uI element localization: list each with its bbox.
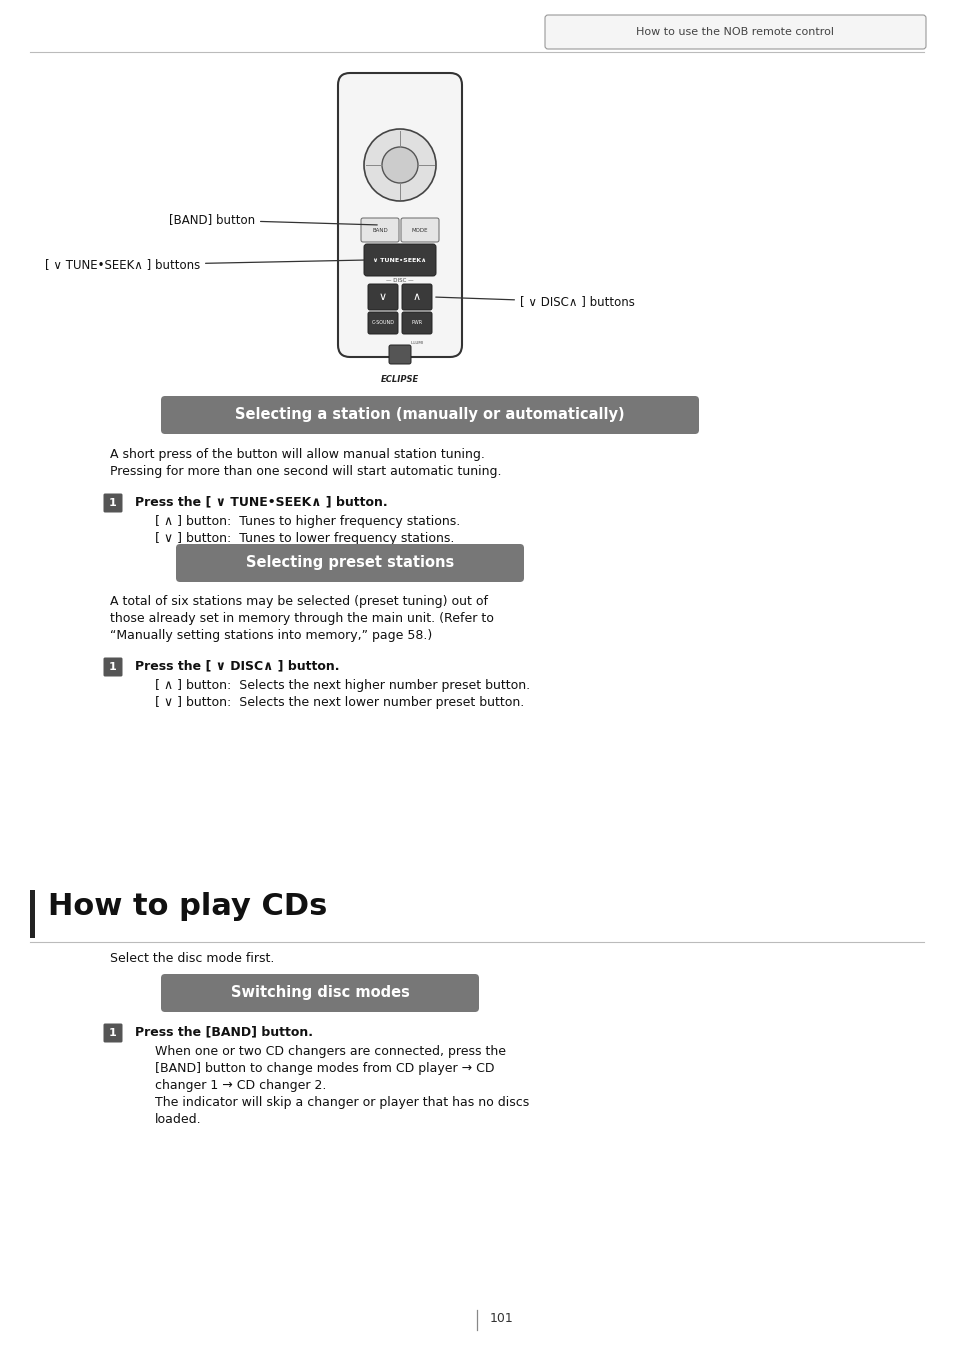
FancyBboxPatch shape	[401, 285, 432, 310]
FancyBboxPatch shape	[389, 346, 411, 364]
Text: “Manually setting stations into memory,” page 58.): “Manually setting stations into memory,”…	[110, 629, 432, 642]
Text: [ ∧ ] button:  Selects the next higher number preset button.: [ ∧ ] button: Selects the next higher nu…	[154, 679, 530, 692]
FancyBboxPatch shape	[161, 974, 478, 1012]
FancyBboxPatch shape	[368, 285, 397, 310]
Circle shape	[364, 129, 436, 201]
Text: How to use the NOB remote control: How to use the NOB remote control	[636, 27, 834, 37]
Text: loaded.: loaded.	[154, 1112, 201, 1126]
FancyBboxPatch shape	[401, 312, 432, 333]
Text: Selecting preset stations: Selecting preset stations	[246, 556, 454, 570]
Text: A total of six stations may be selected (preset tuning) out of: A total of six stations may be selected …	[110, 595, 488, 608]
Text: ∧: ∧	[413, 291, 420, 302]
Text: BAND: BAND	[372, 228, 388, 233]
FancyBboxPatch shape	[175, 543, 523, 583]
Text: Press the [ ∨ DISC∧ ] button.: Press the [ ∨ DISC∧ ] button.	[135, 659, 339, 672]
Text: ILLUMI: ILLUMI	[410, 341, 423, 346]
Text: ∨: ∨	[378, 291, 387, 302]
Text: Press the [ ∨ TUNE•SEEK∧ ] button.: Press the [ ∨ TUNE•SEEK∧ ] button.	[135, 495, 387, 508]
Text: [ ∨ TUNE•SEEK∧ ] buttons: [ ∨ TUNE•SEEK∧ ] buttons	[45, 259, 364, 271]
Text: C-SOUND: C-SOUND	[371, 321, 395, 325]
FancyBboxPatch shape	[337, 73, 461, 356]
Circle shape	[381, 146, 417, 183]
Text: [BAND] button: [BAND] button	[169, 214, 376, 226]
Text: When one or two CD changers are connected, press the: When one or two CD changers are connecte…	[154, 1045, 505, 1058]
Text: How to play CDs: How to play CDs	[48, 892, 327, 921]
Text: changer 1 → CD changer 2.: changer 1 → CD changer 2.	[154, 1079, 326, 1092]
Text: those already set in memory through the main unit. (Refer to: those already set in memory through the …	[110, 612, 494, 625]
Text: — DISC —: — DISC —	[386, 279, 414, 283]
Text: [ ∧ ] button:  Tunes to higher frequency stations.: [ ∧ ] button: Tunes to higher frequency …	[154, 515, 459, 528]
Text: The indicator will skip a changer or player that has no discs: The indicator will skip a changer or pla…	[154, 1096, 529, 1108]
Text: [ ∨ DISC∧ ] buttons: [ ∨ DISC∧ ] buttons	[436, 295, 634, 309]
FancyBboxPatch shape	[368, 312, 397, 333]
Bar	[30, 890, 35, 938]
Text: ECLIPSE: ECLIPSE	[380, 375, 418, 385]
Text: A short press of the button will allow manual station tuning.: A short press of the button will allow m…	[110, 449, 484, 461]
Text: 1: 1	[109, 663, 117, 672]
Text: [ ∨ ] button:  Tunes to lower frequency stations.: [ ∨ ] button: Tunes to lower frequency s…	[154, 533, 454, 545]
Text: Pressing for more than one second will start automatic tuning.: Pressing for more than one second will s…	[110, 465, 501, 478]
FancyBboxPatch shape	[544, 15, 925, 49]
Text: 1: 1	[109, 1028, 117, 1038]
FancyBboxPatch shape	[400, 218, 438, 243]
FancyBboxPatch shape	[161, 396, 699, 434]
FancyBboxPatch shape	[103, 1023, 122, 1042]
Text: 101: 101	[490, 1312, 514, 1324]
Text: Press the [BAND] button.: Press the [BAND] button.	[135, 1024, 313, 1038]
Text: Switching disc modes: Switching disc modes	[231, 985, 409, 1000]
Text: MODE: MODE	[412, 228, 428, 233]
Text: 1: 1	[109, 499, 117, 508]
FancyBboxPatch shape	[103, 493, 122, 512]
Text: Selecting a station (manually or automatically): Selecting a station (manually or automat…	[235, 408, 624, 423]
Text: [BAND] button to change modes from CD player → CD: [BAND] button to change modes from CD pl…	[154, 1062, 494, 1075]
Text: [ ∨ ] button:  Selects the next lower number preset button.: [ ∨ ] button: Selects the next lower num…	[154, 696, 524, 709]
Text: ∨ TUNE•SEEK∧: ∨ TUNE•SEEK∧	[373, 257, 426, 263]
FancyBboxPatch shape	[364, 244, 436, 276]
FancyBboxPatch shape	[360, 218, 398, 243]
FancyBboxPatch shape	[103, 657, 122, 676]
Text: PWR: PWR	[411, 321, 422, 325]
Text: Select the disc mode first.: Select the disc mode first.	[110, 953, 274, 965]
